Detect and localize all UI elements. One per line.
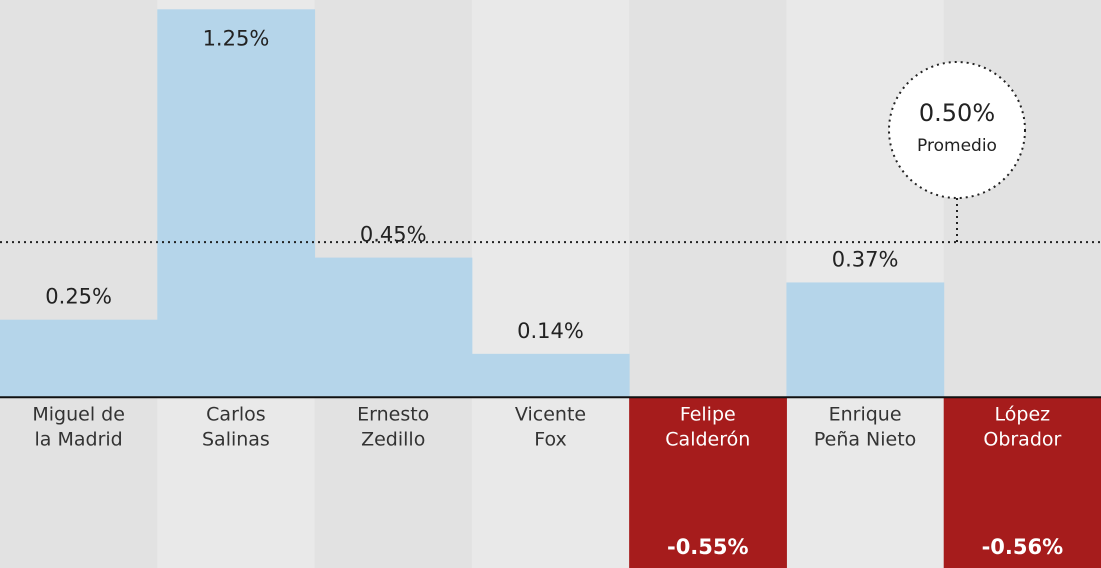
bar (0, 319, 158, 398)
bar (629, 397, 787, 568)
value-label: 1.25% (203, 26, 270, 50)
x-tick-label: Fox (534, 429, 567, 451)
x-tick-label: Miguel de (32, 404, 125, 426)
bar (943, 397, 1101, 568)
value-label: 0.37% (832, 247, 899, 271)
x-tick-label: Felipe (680, 404, 736, 426)
average-circle (888, 61, 1026, 199)
average-caption: Promedio (917, 136, 997, 156)
x-tick-label: Zedillo (361, 429, 425, 451)
x-tick-label: Enrique (829, 404, 902, 426)
x-tick-label: la Madrid (35, 429, 123, 451)
value-label: 0.25% (45, 285, 112, 309)
bar (786, 282, 945, 398)
value-label: 0.14% (517, 319, 584, 343)
value-label: -0.56% (982, 535, 1064, 559)
value-label: 0.45% (360, 223, 427, 247)
x-tick-label: Vicente (515, 404, 586, 426)
x-tick-label: López (995, 404, 1051, 426)
bar (471, 353, 630, 398)
x-tick-label: Obrador (983, 429, 1061, 451)
value-label: -0.55% (667, 535, 749, 559)
column-background (471, 0, 630, 568)
x-tick-label: Carlos (206, 404, 266, 426)
x-tick-label: Calderón (665, 429, 750, 451)
bar (314, 257, 473, 398)
x-tick-label: Peña Nieto (814, 429, 916, 451)
x-tick-label: Salinas (202, 429, 270, 451)
average-label: 0.50% (919, 99, 995, 127)
x-tick-label: Ernesto (357, 404, 429, 426)
bar (157, 9, 316, 398)
column-background (0, 0, 158, 568)
